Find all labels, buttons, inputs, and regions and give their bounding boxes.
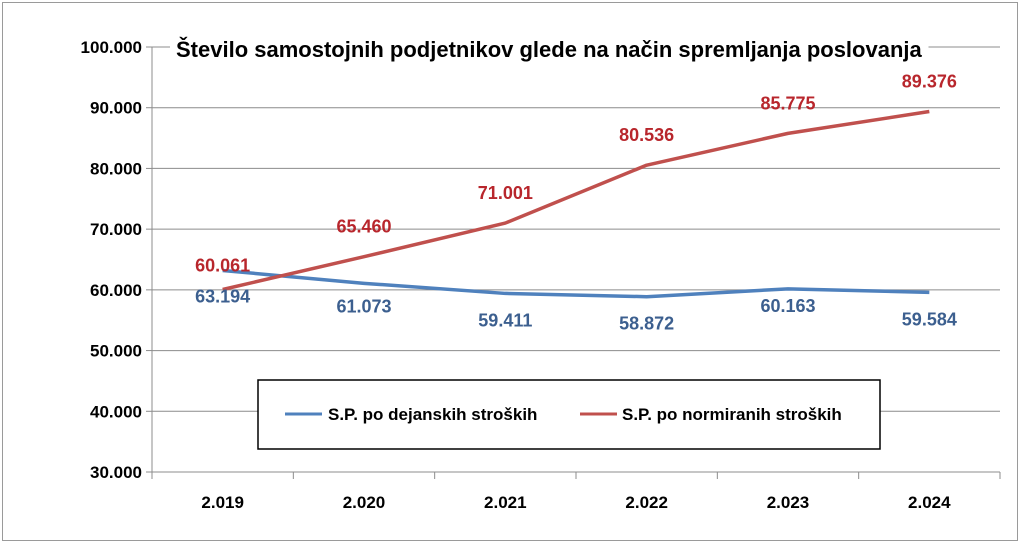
data-label: 60.061 xyxy=(195,255,250,275)
y-tick-label: 40.000 xyxy=(90,402,142,421)
data-label: 89.376 xyxy=(902,72,957,92)
data-label: 61.073 xyxy=(336,296,391,316)
x-tick-label: 2.024 xyxy=(908,493,951,512)
title-background xyxy=(170,35,929,64)
x-tick-label: 2.022 xyxy=(625,493,668,512)
y-tick-label: 70.000 xyxy=(90,220,142,239)
data-label: 71.001 xyxy=(478,183,533,203)
data-label: 58.872 xyxy=(619,314,674,334)
y-tick-label: 30.000 xyxy=(90,463,142,482)
series-line xyxy=(222,109,930,292)
y-tick-label: 50.000 xyxy=(90,342,142,361)
x-tick-label: 2.021 xyxy=(484,493,527,512)
data-label: 60.163 xyxy=(760,296,815,316)
y-tick-label: 90.000 xyxy=(90,99,142,118)
chart-title: Število samostojnih podjetnikov glede na… xyxy=(176,37,922,62)
x-tick-label: 2.023 xyxy=(767,493,810,512)
data-labels: 63.194 61.073 59.411 58.872 60.163 59.584 60.0… xyxy=(195,72,957,334)
x-tick-label: 2.019 xyxy=(201,493,244,512)
y-tick-label: 80.000 xyxy=(90,159,142,178)
x-axis-ticks: 2.019 2.020 2.021 2.022 2.023 2.024 xyxy=(151,472,1001,512)
legend-label-dejanskih: S.P. po dejanskih stroških xyxy=(328,405,537,424)
chart-frame xyxy=(2,2,1018,541)
data-label: 65.460 xyxy=(336,217,391,237)
data-label: 85.775 xyxy=(760,93,815,113)
data-label: 59.411 xyxy=(478,310,532,330)
y-tick-label: 100.000 xyxy=(81,38,142,57)
x-tick-label: 2.020 xyxy=(343,493,386,512)
data-label: 80.536 xyxy=(619,125,674,145)
data-label: 63.194 xyxy=(195,286,250,306)
data-label: 59.584 xyxy=(902,309,957,329)
legend-box xyxy=(257,379,881,450)
y-axis-ticks: 30.000 40.000 50.000 60.000 70.000 80.000 90.0… xyxy=(81,38,152,482)
legend-label-normiranih: S.P. po normiranih stroških xyxy=(622,405,842,424)
series-lines xyxy=(222,109,930,299)
series-line xyxy=(222,268,930,299)
legend: S.P. po dejanskih stroških S.P. po normi… xyxy=(257,379,881,450)
axes xyxy=(151,47,1000,473)
y-tick-label: 60.000 xyxy=(90,281,142,300)
